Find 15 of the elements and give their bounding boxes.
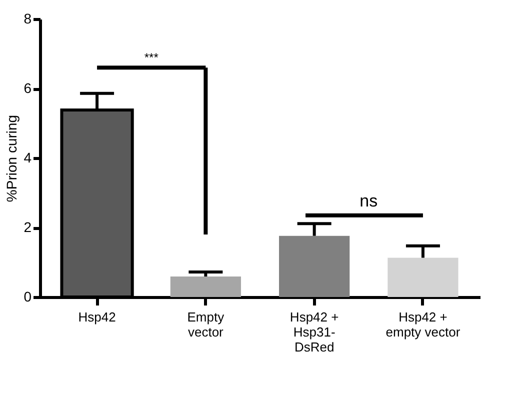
bar bbox=[388, 258, 458, 297]
y-tick-label: 2 bbox=[24, 219, 32, 235]
y-axis-title: %Prion curing bbox=[4, 114, 20, 202]
y-tick-label: 8 bbox=[24, 10, 32, 26]
annotation: ns bbox=[360, 191, 378, 210]
y-tick-label: 6 bbox=[24, 80, 32, 96]
annotation: *** bbox=[144, 50, 159, 65]
x-tick-label: Hsp42 + Hsp31- DsRed bbox=[290, 310, 339, 354]
y-tick-label: 0 bbox=[24, 288, 32, 304]
bar bbox=[279, 236, 350, 297]
y-tick-label: 4 bbox=[24, 150, 32, 166]
x-tick-label: Empty vector bbox=[187, 310, 225, 340]
bar bbox=[170, 276, 241, 297]
x-tick-label: Hsp42 bbox=[78, 310, 116, 324]
x-tick-label: Hsp42 + empty vector bbox=[386, 310, 461, 340]
